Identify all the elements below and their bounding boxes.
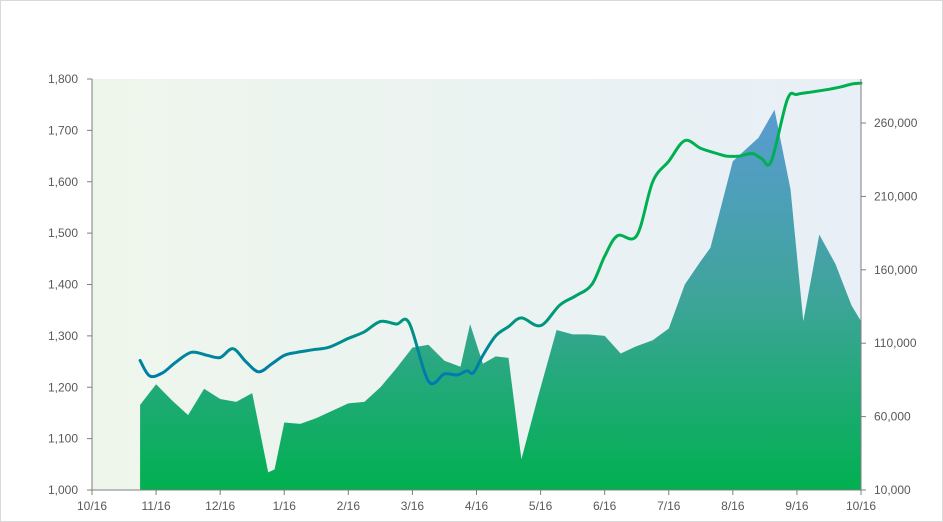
- x-tick-label: 12/16: [205, 499, 235, 513]
- area-series: [140, 109, 862, 491]
- x-tick-label: 7/16: [657, 499, 681, 513]
- left-tick-label: 1,300: [48, 329, 78, 343]
- x-axis-ticks: 10/16 11/16 12/16 1/16 2/16 3/16 4/16 5/16 6/16 7…: [77, 490, 876, 513]
- x-tick-label: 6/16: [593, 499, 617, 513]
- right-tick-label: 260,000: [874, 116, 918, 130]
- x-tick-label: 5/16: [529, 499, 553, 513]
- x-tick-label: 11/16: [142, 499, 171, 513]
- left-axis-ticks: 1,000 1,100 1,200 1,300 1,400 1,500 1,600 1,700…: [48, 72, 92, 497]
- right-tick-label: 110,000: [874, 336, 917, 350]
- right-tick-label: 60,000: [874, 410, 911, 424]
- right-tick-label: 210,000: [874, 189, 918, 203]
- x-tick-label: 10/16: [846, 499, 876, 513]
- line-series: [138, 81, 863, 386]
- left-tick-label: 1,200: [48, 380, 78, 394]
- right-tick-label: 10,000: [874, 483, 911, 497]
- right-axis-ticks: 10,000 60,000 110,000 160,000 210,000 260,000: [861, 116, 918, 497]
- left-tick-label: 1,000: [48, 483, 78, 497]
- left-tick-label: 1,400: [48, 278, 78, 292]
- x-tick-label: 9/16: [785, 499, 809, 513]
- left-tick-label: 1,100: [48, 432, 78, 446]
- right-tick-label: 160,000: [874, 263, 918, 277]
- left-tick-label: 1,600: [48, 175, 78, 189]
- x-tick-label: 4/16: [465, 499, 489, 513]
- left-tick-label: 1,500: [48, 226, 78, 240]
- x-tick-label: 3/16: [401, 499, 425, 513]
- left-tick-label: 1,700: [48, 123, 78, 137]
- x-tick-label: 8/16: [721, 499, 745, 513]
- x-tick-label: 1/16: [273, 499, 297, 513]
- x-tick-label: 10/16: [77, 499, 107, 513]
- left-tick-label: 1,800: [48, 72, 78, 86]
- x-tick-label: 2/16: [337, 499, 361, 513]
